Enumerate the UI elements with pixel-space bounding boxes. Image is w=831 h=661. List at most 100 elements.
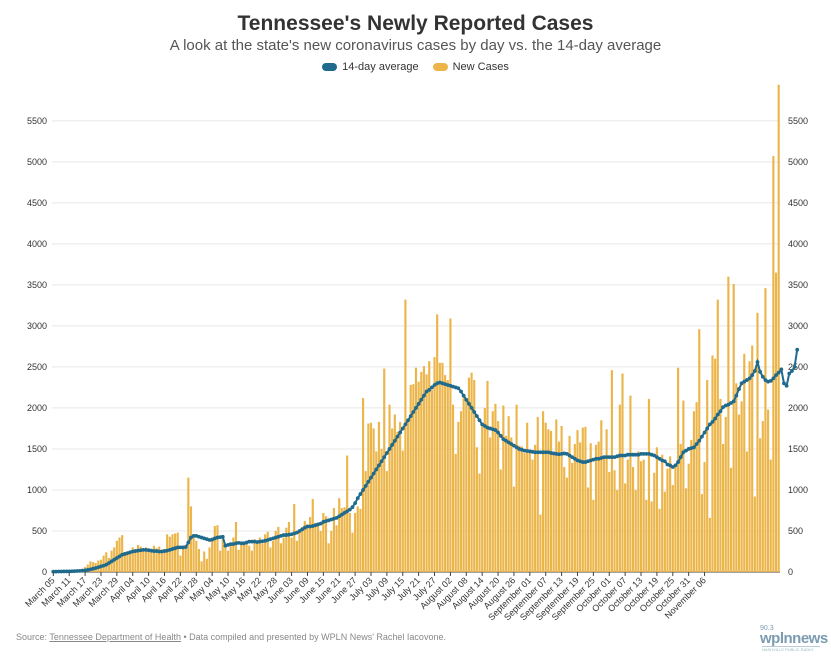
average-point	[705, 426, 710, 431]
bar	[430, 389, 433, 572]
chart-legend: 14-day average New Cases	[0, 61, 831, 73]
average-point	[382, 455, 387, 460]
bar	[608, 471, 611, 572]
average-point	[387, 447, 392, 451]
bar	[248, 545, 251, 572]
wpln-logo: 90.3 wplnnews NASHVILLE PUBLIC RADIO	[758, 625, 828, 652]
bar	[756, 312, 759, 572]
bar	[282, 537, 285, 572]
bar	[539, 514, 542, 572]
bar	[674, 463, 677, 572]
average-point	[633, 452, 638, 457]
bar	[216, 525, 219, 572]
bar	[301, 526, 304, 572]
average-point	[220, 534, 225, 539]
average-point	[347, 507, 352, 512]
y-tick-label-right: 5500	[788, 116, 808, 126]
bar	[171, 534, 174, 572]
bar	[769, 459, 772, 572]
average-point	[403, 422, 408, 427]
bar	[682, 400, 685, 572]
bar	[457, 421, 460, 572]
bar	[639, 461, 643, 572]
average-point	[228, 542, 233, 547]
average-point	[464, 397, 469, 402]
bar	[499, 469, 502, 572]
bar	[150, 549, 153, 572]
bar	[425, 374, 428, 572]
bar	[375, 451, 378, 572]
bar	[613, 470, 616, 572]
average-point	[400, 426, 405, 431]
bar	[166, 534, 169, 572]
average-point	[607, 455, 612, 460]
y-tick-label-right: 0	[788, 567, 793, 577]
bar	[298, 530, 301, 572]
average-point	[580, 460, 585, 464]
bar	[433, 357, 436, 572]
average-point	[406, 418, 410, 423]
legend-item-new-cases[interactable]: New Cases	[432, 61, 509, 73]
average-point	[456, 386, 461, 391]
bar	[626, 459, 629, 572]
bar	[364, 471, 367, 572]
bar	[346, 455, 349, 572]
bar	[695, 402, 698, 572]
y-tick-label-right: 3000	[788, 321, 808, 331]
average-point	[713, 416, 718, 421]
bar	[211, 537, 214, 572]
bar	[552, 452, 555, 572]
average-point	[477, 418, 482, 423]
average-point	[366, 479, 371, 484]
bar	[557, 441, 561, 572]
bar	[242, 544, 246, 572]
bar	[142, 550, 145, 572]
bar	[192, 537, 195, 572]
source-link[interactable]: Tennessee Department of Health	[49, 632, 181, 642]
average-point	[602, 455, 606, 460]
bar	[677, 367, 680, 572]
bar	[168, 536, 171, 572]
legend-item-average[interactable]: 14-day average	[322, 61, 419, 73]
average-point	[459, 389, 463, 394]
average-point	[467, 401, 471, 406]
bar	[774, 272, 778, 572]
bar	[573, 444, 576, 572]
legend-swatch-average	[322, 63, 338, 71]
bar	[245, 540, 248, 572]
bar	[684, 488, 688, 572]
average-point	[543, 450, 548, 455]
bar	[377, 421, 381, 572]
bar	[221, 537, 224, 572]
bar	[586, 487, 590, 572]
bar	[287, 521, 291, 572]
average-point	[64, 569, 69, 574]
average-point	[752, 369, 757, 373]
bar	[277, 526, 280, 572]
bar	[470, 372, 473, 572]
bar	[269, 547, 272, 572]
bar	[719, 398, 722, 572]
bar	[605, 429, 608, 572]
bar	[123, 553, 126, 572]
bar	[661, 454, 664, 572]
average-point	[790, 369, 794, 373]
bar	[645, 499, 648, 572]
bar	[258, 537, 261, 572]
y-tick-label-left: 5500	[27, 116, 47, 126]
average-point	[408, 414, 413, 419]
average-point	[59, 569, 64, 574]
bar	[266, 531, 269, 572]
bar	[181, 549, 185, 572]
source-label: Source:	[16, 632, 48, 642]
bar	[634, 489, 637, 572]
bar	[610, 370, 613, 572]
average-point	[183, 545, 188, 549]
average-point	[358, 492, 363, 496]
average-point	[498, 433, 503, 438]
bar	[555, 419, 558, 572]
average-point	[604, 455, 609, 460]
average-point	[305, 524, 310, 529]
average-point	[191, 534, 196, 538]
bar	[412, 384, 415, 572]
